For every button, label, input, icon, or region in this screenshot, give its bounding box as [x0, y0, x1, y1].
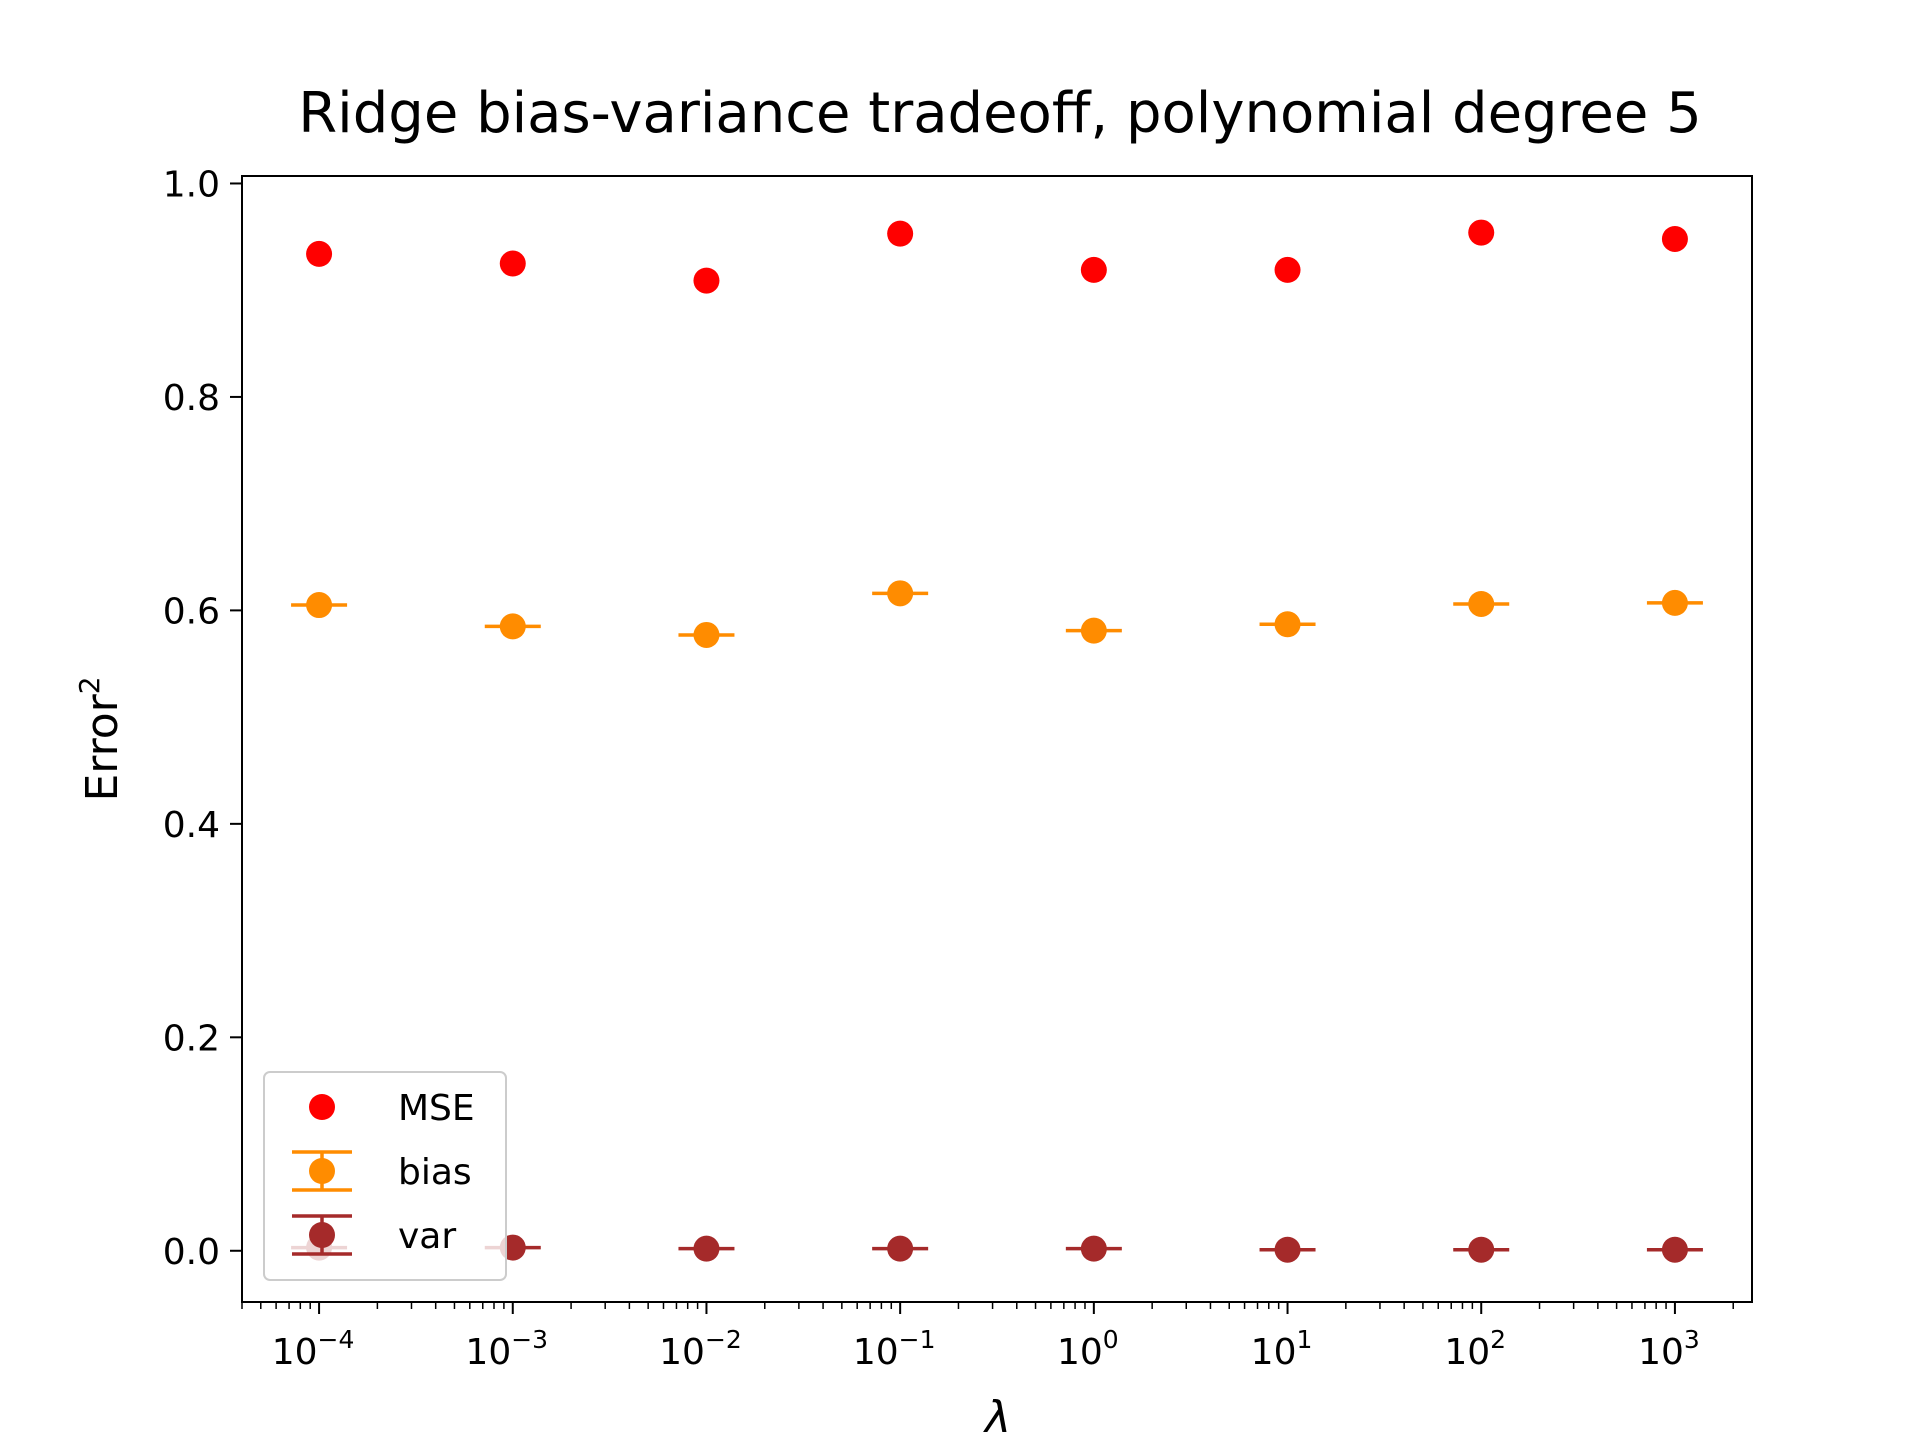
bias-point: [1274, 611, 1301, 638]
x-tick-label-exponent: −3: [511, 1325, 548, 1354]
y-axis: 0.0 0.2 0.4 0.6 0.8 1.0: [163, 164, 242, 1273]
mse-point: [1468, 219, 1495, 246]
legend-label-var: var: [398, 1216, 456, 1257]
chart-title: Ridge bias-variance tradeoff, polynomial…: [298, 81, 1701, 146]
var-point: [1468, 1236, 1495, 1263]
legend-marker-var: [309, 1222, 335, 1248]
y-tick-label: 0.8: [163, 378, 220, 419]
x-tick-label-exponent: 3: [1684, 1325, 1700, 1354]
mse-point: [499, 250, 526, 277]
y-axis-label-exponent: 2: [73, 676, 106, 694]
x-tick-label-base: 10: [1444, 1332, 1490, 1373]
bias-point: [499, 613, 526, 640]
x-tick-label-base: 10: [1251, 1332, 1297, 1373]
bias-point: [887, 580, 914, 607]
x-tick-label-exponent: 1: [1296, 1325, 1312, 1354]
y-tick-label: 0.6: [163, 591, 220, 632]
legend-label-mse: MSE: [398, 1088, 475, 1129]
bias-point: [1468, 590, 1495, 617]
var-point: [693, 1235, 720, 1262]
y-tick-label: 1.0: [163, 164, 220, 205]
y-axis-label: Error2: [73, 676, 128, 801]
y-tick-label: 0.0: [163, 1232, 220, 1273]
mse-point: [887, 220, 914, 247]
x-tick-label: 103: [1638, 1325, 1700, 1373]
plot-frame: [241, 175, 1753, 1303]
series-bias: [291, 580, 1703, 648]
x-tick-label-exponent: −2: [705, 1325, 742, 1354]
x-tick-label: 10−1: [853, 1325, 936, 1373]
legend-marker-mse: [309, 1094, 335, 1120]
x-tick-label: 102: [1444, 1325, 1506, 1373]
var-point: [887, 1235, 914, 1262]
x-axis: 10−4 10−3 10−2 10−1 100 101 102 103: [241, 1302, 1734, 1373]
legend-label-bias: bias: [398, 1152, 472, 1193]
mse-point: [1661, 225, 1688, 252]
y-axis-label-base: Error: [77, 693, 128, 801]
bias-point: [1661, 589, 1688, 616]
x-tick-label-exponent: −1: [899, 1325, 936, 1354]
legend-marker-bias: [309, 1158, 335, 1184]
mse-point: [693, 267, 720, 294]
var-point: [1274, 1236, 1301, 1263]
x-tick-label: 10−3: [465, 1325, 548, 1373]
x-tick-label-exponent: 2: [1490, 1325, 1506, 1354]
series-mse: [306, 219, 1688, 294]
y-tick-label: 0.2: [163, 1018, 220, 1059]
mse-point: [306, 240, 333, 267]
var-point: [1661, 1236, 1688, 1263]
bias-point: [1080, 617, 1107, 644]
x-tick-label-exponent: −4: [318, 1325, 355, 1354]
bias-point: [693, 621, 720, 648]
x-tick-label-base: 10: [1057, 1332, 1103, 1373]
x-axis-label: λ: [983, 1392, 1011, 1440]
legend: MSE bias var: [263, 1071, 507, 1281]
var-point: [1080, 1235, 1107, 1262]
x-tick-label-base: 10: [465, 1332, 511, 1373]
x-tick-label: 10−4: [272, 1325, 355, 1373]
x-tick-label-exponent: 0: [1103, 1325, 1119, 1354]
y-tick-label: 0.4: [163, 805, 220, 846]
x-tick-label: 10−2: [659, 1325, 742, 1373]
x-tick-label-base: 10: [272, 1332, 318, 1373]
bias-point: [306, 592, 333, 619]
mse-point: [1080, 256, 1107, 283]
mse-point: [1274, 256, 1301, 283]
x-tick-label: 101: [1251, 1325, 1313, 1373]
x-tick-label: 100: [1057, 1325, 1119, 1373]
x-tick-label-base: 10: [659, 1332, 705, 1373]
x-tick-label-base: 10: [1638, 1332, 1684, 1373]
x-tick-label-base: 10: [853, 1332, 899, 1373]
